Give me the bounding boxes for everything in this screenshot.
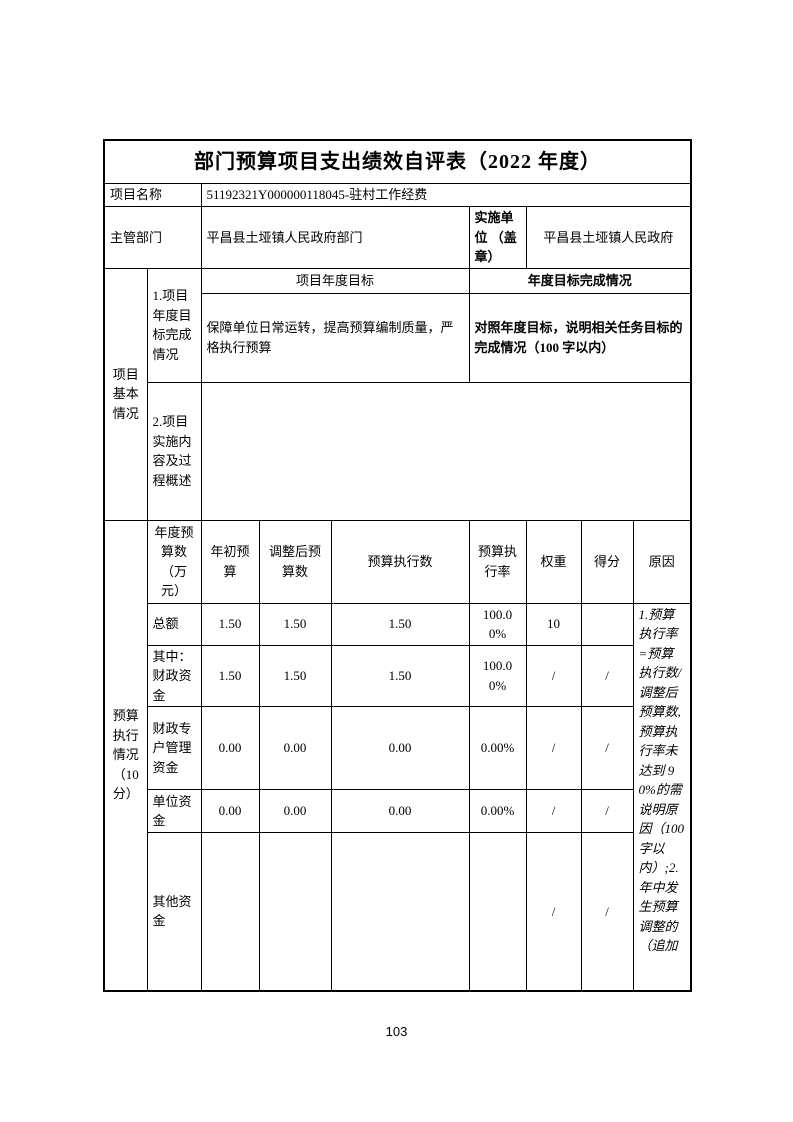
table-row: 项目名称 51192321Y000000118045-驻村工作经费 bbox=[103, 183, 692, 207]
impl-row-content bbox=[200, 381, 692, 521]
page-number: 103 bbox=[385, 1024, 408, 1039]
col-header-reason: 原因 bbox=[632, 519, 692, 604]
table-row: 2.项目实施内容及过程概述 bbox=[104, 381, 692, 521]
dept-label: 主管部门 bbox=[103, 206, 202, 269]
budget-rate: 100.00% bbox=[468, 602, 527, 646]
impl-unit-value: 平昌县土垭镇人民政府 bbox=[525, 206, 692, 269]
budget-rate: 0.00% bbox=[468, 706, 527, 790]
budget-executed: 0.00 bbox=[330, 789, 470, 833]
budget-score: / bbox=[580, 832, 634, 991]
budget-weight: / bbox=[525, 644, 582, 707]
col-header-category: 年度预算数（万元） bbox=[146, 519, 202, 604]
budget-rate: 0.00% bbox=[468, 789, 527, 833]
budget-executed: 1.50 bbox=[330, 644, 470, 707]
budget-initial: 0.00 bbox=[200, 789, 260, 833]
annual-goal-header: 项目年度目标 bbox=[200, 267, 470, 294]
col-header-executed: 预算执行数 bbox=[330, 519, 470, 604]
budget-initial: 1.50 bbox=[200, 644, 260, 707]
budget-executed bbox=[330, 832, 470, 991]
col-header-adjusted: 调整后预算数 bbox=[258, 519, 332, 604]
budget-initial: 1.50 bbox=[200, 602, 260, 646]
page-title: 部门预算项目支出绩效自评表（2022 年度） bbox=[103, 139, 692, 184]
budget-weight: / bbox=[525, 832, 582, 991]
col-header-score: 得分 bbox=[580, 519, 634, 604]
budget-row-label: 其中：财政资金 bbox=[146, 644, 202, 707]
project-name-label: 项目名称 bbox=[103, 183, 202, 207]
table-row: 其他资金 / / bbox=[104, 832, 691, 991]
annual-goal-text: 保障单位日常运转，提高预算编制质量，严格执行预算 bbox=[200, 292, 470, 383]
impl-unit-label: 实施单位 （盖章） bbox=[468, 206, 527, 269]
budget-section-label: 预算执行情况（10 分） bbox=[103, 519, 148, 991]
goal-row-label: 1.项目年度目标完成情况 bbox=[146, 267, 202, 383]
budget-adjusted bbox=[258, 832, 332, 991]
budget-executed: 0.00 bbox=[330, 706, 470, 790]
budget-row-label: 单位资金 bbox=[146, 789, 202, 833]
table-row: 财政专户管理资金 0.00 0.00 0.00 0.00% / / bbox=[104, 706, 691, 790]
table-row: 部门预算项目支出绩效自评表（2022 年度） bbox=[103, 139, 692, 184]
budget-adjusted: 0.00 bbox=[258, 789, 332, 833]
budget-weight: 10 bbox=[525, 602, 582, 646]
budget-initial: 0.00 bbox=[200, 706, 260, 790]
budget-row-label: 总额 bbox=[146, 602, 202, 646]
table-row: 单位资金 0.00 0.00 0.00 0.00% / / bbox=[104, 789, 691, 833]
project-name-value: 51192321Y000000118045-驻村工作经费 bbox=[200, 183, 692, 207]
budget-score: / bbox=[580, 789, 634, 833]
impl-row-label: 2.项目实施内容及过程概述 bbox=[146, 381, 202, 521]
budget-row-label: 财政专户管理资金 bbox=[146, 706, 202, 790]
performance-self-evaluation-table: 部门预算项目支出绩效自评表（2022 年度） 项目名称 51192321Y000… bbox=[103, 139, 693, 992]
goal-completion-text: 对照年度目标，说明相关任务目标的完成情况（100 字以内） bbox=[468, 292, 692, 383]
budget-rate: 100.00% bbox=[468, 644, 527, 707]
budget-initial bbox=[200, 832, 260, 991]
table-row: 主管部门 平昌县土垭镇人民政府部门 实施单位 （盖章） 平昌县土垭镇人民政府 bbox=[103, 206, 692, 269]
dept-value: 平昌县土垭镇人民政府部门 bbox=[200, 206, 470, 269]
col-header-weight: 权重 bbox=[525, 519, 582, 604]
budget-score: / bbox=[580, 706, 634, 790]
budget-row-label: 其他资金 bbox=[146, 832, 202, 991]
table-row: 总额 1.50 1.50 1.50 100.00% 10 1.预算执行率=预算执… bbox=[104, 602, 692, 991]
table-row: 项目基本情况 1.项目年度目标完成情况 项目年度目标 年度目标完成情况 bbox=[103, 267, 692, 521]
col-header-initial: 年初预算 bbox=[200, 519, 260, 604]
col-header-rate: 预算执行率 bbox=[468, 519, 527, 604]
table-row: 保障单位日常运转，提高预算编制质量，严格执行预算 对照年度目标，说明相关任务目标… bbox=[104, 292, 692, 383]
budget-adjusted: 0.00 bbox=[258, 706, 332, 790]
reason-text: 1.预算执行率=预算执行数/调整后预算数,预算执行率未达到 90%的需说明原因（… bbox=[632, 602, 692, 991]
budget-adjusted: 1.50 bbox=[258, 602, 332, 646]
budget-weight: / bbox=[525, 706, 582, 790]
goal-completion-header: 年度目标完成情况 bbox=[468, 267, 692, 294]
budget-score: / bbox=[580, 644, 634, 707]
budget-executed: 1.50 bbox=[330, 602, 470, 646]
table-row: 预算执行情况（10 分） 年度预算数（万元） 年初预算 调整后预算数 预算执行数… bbox=[103, 519, 692, 991]
budget-rate bbox=[468, 832, 527, 991]
budget-score bbox=[580, 602, 634, 646]
basic-section-label: 项目基本情况 bbox=[103, 267, 148, 521]
budget-weight: / bbox=[525, 789, 582, 833]
table-row: 其中：财政资金 1.50 1.50 1.50 100.00% / / bbox=[104, 644, 691, 707]
budget-adjusted: 1.50 bbox=[258, 644, 332, 707]
